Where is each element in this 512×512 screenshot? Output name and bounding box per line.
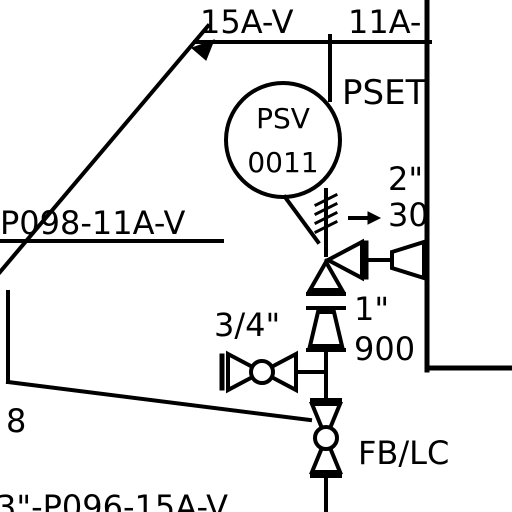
- outlet-reducer: [390, 239, 426, 281]
- psv-tag-label: PSV: [256, 102, 310, 135]
- fblc-valve-bottom: [309, 432, 343, 474]
- psv-inlet-triangle: [306, 257, 346, 292]
- psv-outlet-triangle: [323, 238, 364, 282]
- drain-size-label: 3/4": [214, 306, 280, 344]
- spring-mark-2: [313, 201, 339, 217]
- top-right-line-label: 11A-: [348, 3, 421, 41]
- top-left-line-label: 15A-V: [200, 3, 294, 41]
- spring-mark-4: [313, 219, 339, 235]
- left-number-label: 8: [6, 402, 26, 440]
- inlet-rating-label: 900: [354, 330, 415, 368]
- inlet-size-label: 1": [354, 290, 389, 328]
- fblc-valve-top: [309, 402, 343, 444]
- psv-tag-number: 0011: [247, 146, 318, 179]
- bottom-line-label: 3"-P096-15A-V: [0, 488, 228, 512]
- flow-arrow-icon: [367, 211, 382, 225]
- fblc-valve-ball: [313, 425, 339, 451]
- pset-label: PSET: [342, 73, 427, 113]
- diagonal-arrow-icon: [191, 39, 215, 61]
- inlet-reducer: [307, 310, 345, 348]
- spring-mark-1: [313, 192, 339, 208]
- fblc-tag-label: FB/LC: [358, 434, 449, 472]
- drain-valve-left: [226, 350, 267, 394]
- left-line-label: P098-11A-V: [0, 204, 186, 242]
- outlet-rating-label: 30: [388, 196, 429, 234]
- drain-valve-right: [257, 350, 298, 394]
- connector-line: [5, 379, 313, 423]
- outlet-size-label: 2": [388, 160, 423, 198]
- psv-leader-line: [282, 194, 321, 245]
- spring-mark-3: [313, 210, 339, 226]
- psv-bubble: [224, 81, 342, 199]
- drain-valve-ball: [249, 359, 275, 385]
- diagonal-line: [0, 23, 211, 275]
